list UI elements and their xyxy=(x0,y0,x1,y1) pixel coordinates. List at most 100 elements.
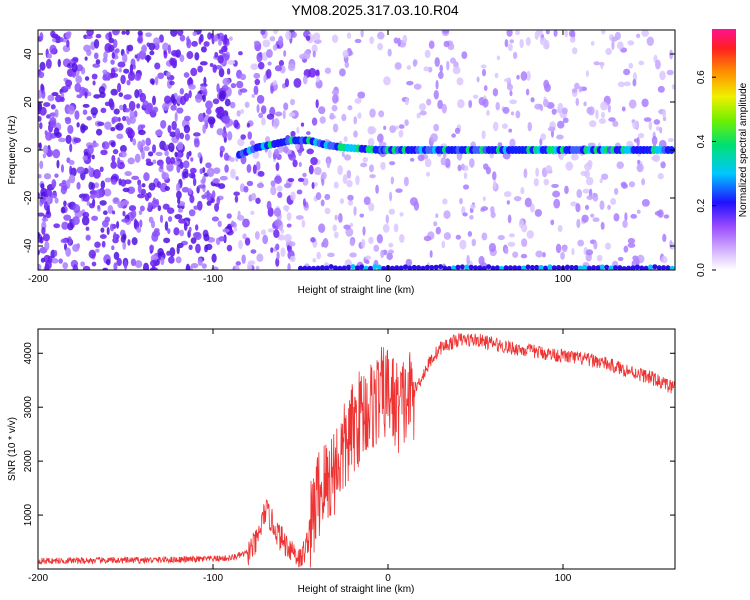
heatmap-speckle xyxy=(324,193,331,201)
heatmap-speckle xyxy=(562,117,569,124)
heatmap-speckle xyxy=(454,127,461,134)
heatmap-speckle xyxy=(398,129,404,138)
heatmap-speckle xyxy=(124,94,132,100)
heatmap-speckle xyxy=(637,133,645,139)
heatmap-speckle xyxy=(459,197,463,205)
heatmap-speckle xyxy=(551,183,559,189)
heatmap-speckle xyxy=(42,153,46,159)
heatmap-speckle xyxy=(88,181,94,190)
heatmap-speckle xyxy=(623,245,629,253)
y-tick-label: 40 xyxy=(23,48,34,60)
heatmap-speckle xyxy=(388,242,394,248)
heatmap-speckle xyxy=(167,216,173,222)
heatmap-speckle xyxy=(139,92,147,103)
heatmap-speckle xyxy=(390,176,395,185)
heatmap-speckle xyxy=(283,146,289,153)
y-tick-label: 4000 xyxy=(23,342,34,365)
heatmap-band-cell xyxy=(438,264,443,270)
heatmap-speckle xyxy=(232,266,236,270)
heatmap-speckle xyxy=(539,104,544,112)
heatmap-speckle xyxy=(120,74,126,85)
heatmap-band-cell xyxy=(442,265,448,270)
heatmap-band-cell xyxy=(389,265,395,270)
heatmap-speckle xyxy=(199,61,208,66)
heatmap-speckle xyxy=(195,243,201,254)
heatmap-speckle xyxy=(262,234,269,245)
heatmap-speckle xyxy=(368,236,374,245)
heatmap-speckle xyxy=(641,30,650,37)
heatmap-speckle xyxy=(200,46,207,53)
heatmap-speckle xyxy=(42,233,50,242)
heatmap-speckle xyxy=(437,99,444,110)
heatmap-speckle xyxy=(66,40,70,48)
heatmap-speckle xyxy=(416,112,421,119)
heatmap-speckle xyxy=(130,258,137,267)
heatmap-speckle xyxy=(529,203,535,213)
heatmap-speckle xyxy=(393,37,399,44)
heatmap-speckle xyxy=(297,177,305,183)
heatmap-speckle xyxy=(137,35,144,44)
heatmap-speckle xyxy=(121,218,130,223)
heatmap-speckle xyxy=(324,67,332,74)
y-tick-label: 2000 xyxy=(23,450,34,473)
heatmap-speckle xyxy=(239,73,247,81)
heatmap-speckle xyxy=(296,126,300,134)
heatmap-speckle xyxy=(193,138,200,148)
heatmap-speckle xyxy=(493,179,497,190)
heatmap-speckle xyxy=(38,173,42,179)
heatmap-speckle xyxy=(235,261,242,266)
heatmap-speckle xyxy=(666,69,674,76)
heatmap-speckle xyxy=(226,213,232,219)
heatmap-speckle xyxy=(147,191,152,199)
heatmap-speckle xyxy=(628,99,637,109)
heatmap-speckle xyxy=(199,85,207,91)
heatmap-speckle xyxy=(81,215,90,226)
heatmap-speckle xyxy=(94,189,103,199)
heatmap-speckle xyxy=(301,219,306,228)
heatmap-speckle xyxy=(287,263,291,270)
heatmap-speckle xyxy=(182,171,189,179)
heatmap-speckle xyxy=(194,52,200,61)
heatmap-band-cell xyxy=(337,265,343,270)
heatmap-speckle xyxy=(535,167,539,177)
heatmap-speckle xyxy=(246,122,251,128)
heatmap-speckle xyxy=(40,83,44,92)
heatmap-speckle xyxy=(152,144,156,154)
heatmap-speckle xyxy=(369,174,376,179)
heatmap-speckle xyxy=(275,243,280,251)
heatmap-band-cell xyxy=(586,265,592,270)
heatmap-speckle xyxy=(608,117,616,122)
heatmap-speckle xyxy=(482,196,486,202)
heatmap-speckle xyxy=(463,172,468,180)
heatmap-band-cell xyxy=(661,265,667,270)
heatmap-speckle xyxy=(102,267,109,270)
heatmap-speckle xyxy=(443,40,450,48)
heatmap-speckle xyxy=(559,152,564,161)
heatmap-speckle xyxy=(97,205,101,210)
heatmap-speckle xyxy=(224,35,228,46)
heatmap-speckle xyxy=(110,161,117,169)
heatmap-speckle xyxy=(221,45,228,53)
heatmap-band-cell xyxy=(411,264,417,270)
heatmap-speckle xyxy=(54,250,58,257)
heatmap-speckle xyxy=(198,36,202,45)
heatmap-speckle xyxy=(338,212,343,223)
heatmap-speckle xyxy=(201,194,207,200)
heatmap-speckle xyxy=(456,77,464,86)
heatmap-speckle xyxy=(95,33,102,39)
heatmap-speckle xyxy=(104,216,111,223)
heatmap-speckle xyxy=(152,106,159,113)
heatmap-speckle xyxy=(123,68,130,74)
heatmap-speckle xyxy=(343,224,351,230)
heatmap-speckle xyxy=(503,78,511,83)
heatmap-speckle xyxy=(584,204,590,210)
heatmap-band-cell xyxy=(368,265,373,270)
heatmap-speckle xyxy=(555,108,564,114)
heatmap-speckle xyxy=(216,83,220,93)
heatmap-speckle xyxy=(362,226,366,236)
heatmap-speckle xyxy=(520,71,528,81)
heatmap-speckle xyxy=(435,79,439,90)
heatmap-speckle xyxy=(164,221,169,231)
heatmap-speckle xyxy=(263,74,267,83)
